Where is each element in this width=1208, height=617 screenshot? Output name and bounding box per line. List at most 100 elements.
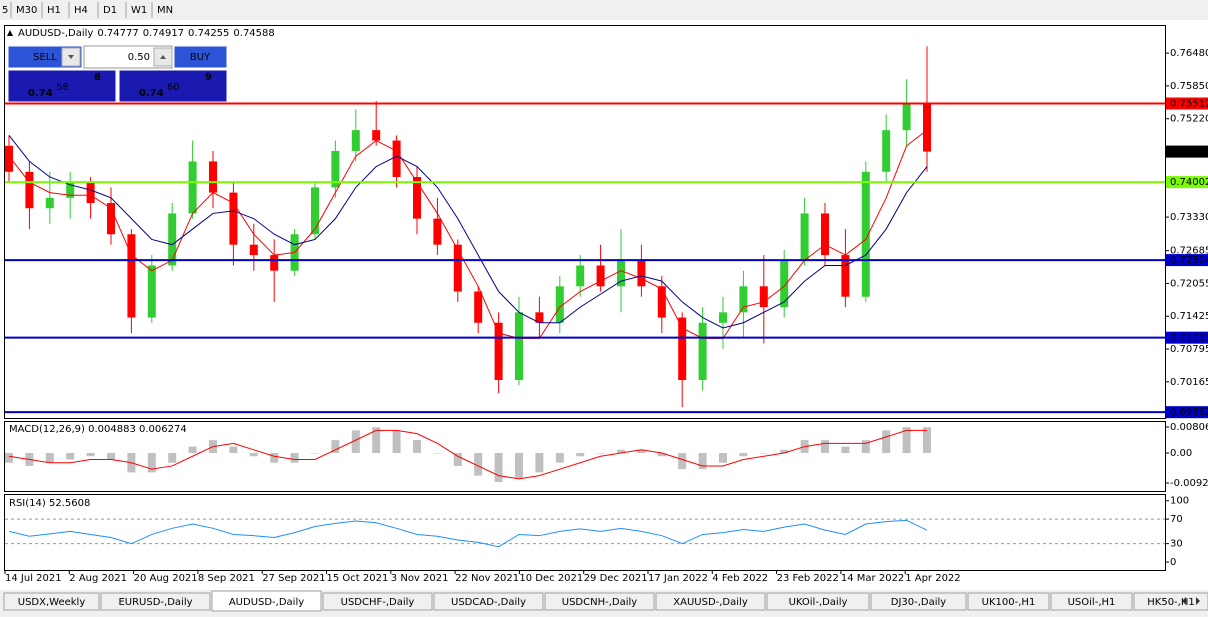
buy-button[interactable] <box>173 45 228 69</box>
macd-bar <box>923 427 931 454</box>
level-tag <box>1166 97 1208 110</box>
macd-bar <box>555 453 564 463</box>
buy-label: BUY <box>190 52 211 63</box>
candle-body <box>617 260 625 287</box>
moving-average <box>8 129 928 339</box>
y-tick-label: -0.009280 <box>1170 478 1208 489</box>
macd-bar <box>617 449 625 454</box>
level-tag-label: 0.75512 <box>1170 98 1208 109</box>
chart-header: AUDUSD-,Daily 0.74777 0.74917 0.74255 0.7458… <box>18 28 275 39</box>
tab[interactable] <box>100 592 211 611</box>
candle-body <box>168 213 177 266</box>
timeframe-button[interactable]: MN <box>157 5 173 16</box>
macd-chart: 0.008061 0.00 -0.009280 MACD(12,26,9) 0.004… <box>5 422 1208 489</box>
macd-bar <box>637 449 646 454</box>
timeframe-button[interactable]: H1 <box>47 5 61 16</box>
x-tick-label: 27 Sep 2021 <box>262 573 325 584</box>
macd-bar <box>351 430 360 454</box>
macd-bar <box>535 453 544 473</box>
candle-body <box>453 244 462 292</box>
macd-bar <box>413 440 421 454</box>
tab[interactable] <box>544 592 655 611</box>
candle-body <box>780 260 789 308</box>
macd-bar <box>902 427 911 454</box>
candle-body <box>494 322 503 381</box>
macd-bar <box>249 453 258 457</box>
timeframe-button[interactable]: W1 <box>131 5 147 16</box>
tab-label: USDCHF-,Daily <box>341 597 415 608</box>
tab-label: UKOil-,Daily <box>789 597 848 608</box>
tab-scroll-right[interactable] <box>1196 597 1200 605</box>
candle-body <box>759 286 768 308</box>
level-tag <box>1166 176 1208 189</box>
ohlc-value: 0.74588 <box>233 28 274 39</box>
y-tick-label: 0.75220 <box>1170 114 1208 125</box>
tab-label: USDCAD-,Daily <box>451 597 526 608</box>
timeframe-button[interactable]: D1 <box>103 5 117 16</box>
y-tick-label: 100 <box>1170 496 1189 507</box>
timeframe-button[interactable]: H4 <box>74 5 88 16</box>
ohlc-value: 0.74917 <box>143 28 184 39</box>
y-tick-label: 70 <box>1170 514 1183 525</box>
ask-box[interactable] <box>118 69 228 103</box>
candle-body <box>351 130 360 151</box>
tab-scroll-left[interactable] <box>1182 597 1186 605</box>
last-price-label: 0.74588 <box>1170 147 1208 158</box>
rsi-chart: 100 70 30 0 RSI(14) 52.5608 <box>5 496 1189 568</box>
tab[interactable] <box>870 592 967 611</box>
lot-up-arrow <box>160 55 166 59</box>
tab[interactable] <box>433 592 544 611</box>
price-point: 8 <box>94 72 101 83</box>
tab[interactable] <box>967 592 1050 611</box>
active-tab[interactable] <box>211 590 322 612</box>
macd-bar <box>392 430 401 454</box>
candle-body <box>698 322 707 381</box>
candle-body <box>413 176 421 219</box>
tab[interactable] <box>766 592 870 611</box>
tab[interactable] <box>3 592 100 611</box>
macd-bar <box>861 440 870 454</box>
price-pips: 60 <box>167 82 180 93</box>
level-tag <box>1166 331 1208 344</box>
tab-label: USDX,Weekly <box>18 597 86 608</box>
candle-body <box>678 317 687 381</box>
y-tick-label: 0.75850 <box>1170 81 1208 92</box>
x-tick-label: 14 Mar 2022 <box>841 573 904 584</box>
timeframe-button[interactable]: 5 <box>2 5 8 16</box>
x-tick-label: 1 Apr 2022 <box>905 573 960 584</box>
macd-bar <box>168 453 177 463</box>
candle-body <box>902 104 911 131</box>
chart-window <box>0 20 1208 590</box>
timeframe-button[interactable]: M30 <box>16 5 37 16</box>
x-tick-label: 14 Jul 2021 <box>5 573 62 584</box>
tab[interactable] <box>322 592 433 611</box>
x-tick-label: 2 Aug 2021 <box>69 573 127 584</box>
tab-label: AUDUSD-,Daily <box>229 597 304 608</box>
x-tick-label: 15 Oct 2021 <box>327 573 389 584</box>
macd-bar <box>821 440 829 454</box>
tab-label: USOil-,H1 <box>1068 597 1116 608</box>
bid-box[interactable] <box>7 69 117 103</box>
macd-bar <box>678 453 687 470</box>
y-tick-label: 0.71425 <box>1170 311 1208 322</box>
tab[interactable] <box>1133 592 1208 611</box>
tab-label: EURUSD-,Daily <box>118 597 192 608</box>
candle-body <box>66 182 75 198</box>
chart-icon <box>7 30 13 36</box>
tab-label: DJ30-,Daily <box>891 597 947 608</box>
macd-bar <box>5 453 13 463</box>
tab-label: UK100-,H1 <box>982 597 1036 608</box>
tab[interactable] <box>1050 592 1133 611</box>
price-pips: 58 <box>56 82 69 93</box>
y-tick-label: 0.008061 <box>1170 422 1208 433</box>
candle-body <box>637 260 646 287</box>
tab[interactable] <box>655 592 766 611</box>
macd-bar <box>45 453 54 463</box>
candle-body <box>25 171 34 209</box>
candle-body <box>107 203 115 235</box>
macd-bar <box>86 453 95 457</box>
price-big: 0.74 <box>139 88 164 99</box>
y-tick-label: 0.72685 <box>1170 246 1208 257</box>
level-tag-label: 0.72504 <box>1170 255 1208 266</box>
macd-frame <box>4 421 1166 492</box>
